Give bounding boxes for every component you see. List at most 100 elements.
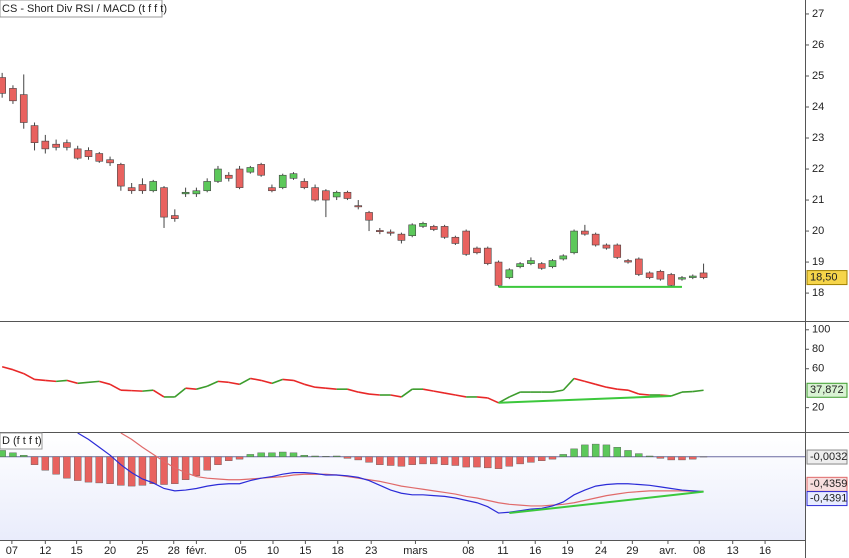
candle-body [289, 173, 298, 179]
y-tick-label: 18 [812, 287, 824, 299]
candle-body [214, 168, 222, 182]
candle-body [570, 230, 578, 254]
histogram-bar [0, 450, 6, 457]
candle-body [332, 191, 341, 198]
candle-body [322, 190, 330, 201]
histogram-bar [30, 456, 39, 465]
candle-body [559, 255, 568, 260]
histogram-bar [440, 456, 449, 465]
histogram-bar [462, 456, 470, 468]
candle-body [505, 269, 514, 278]
candle-body [0, 77, 6, 94]
rsi-segment [509, 391, 521, 398]
histogram-bar [581, 444, 589, 457]
rsi-segment [390, 394, 402, 398]
histogram-bar [635, 453, 643, 457]
rsi-segment [315, 386, 326, 389]
candle-body [494, 261, 503, 286]
histogram-bar [279, 451, 287, 457]
candle-body [30, 125, 39, 143]
rsi-segment [282, 378, 294, 382]
rsi-segment [142, 389, 154, 392]
rsi-segment [34, 378, 46, 382]
x-tick-label: 23 [365, 545, 377, 557]
histogram-bar [192, 456, 201, 476]
rsi-segment [358, 391, 370, 395]
histogram-bar [689, 456, 697, 460]
x-tick-label: 24 [595, 545, 607, 557]
rsi-segment [23, 372, 35, 381]
histogram-bar [225, 456, 233, 461]
histogram-bar [84, 456, 93, 483]
rsi-segment [325, 387, 337, 390]
rsi-segment [250, 377, 262, 382]
y-tick-label: 20 [812, 225, 824, 237]
y-tick-label: 20 [812, 402, 824, 414]
histogram-bar [235, 456, 244, 460]
histogram-bar [548, 456, 557, 460]
rsi-segment [455, 394, 467, 398]
histogram-bar [203, 456, 211, 471]
candle-body [343, 191, 352, 199]
title-box [0, 0, 163, 18]
candle-body [41, 140, 50, 150]
value-label: 37,872 [810, 384, 844, 396]
x-tick-label: 08 [693, 545, 705, 557]
candle-body [408, 224, 417, 237]
candle-body [516, 263, 524, 268]
value-label: -0,4359 [810, 478, 847, 490]
histogram-bar [20, 454, 28, 457]
rsi-segment [196, 385, 208, 390]
value-label: 18,50 [810, 271, 838, 283]
histogram-bar [591, 443, 600, 457]
candle-body [203, 181, 211, 192]
histogram-bar [354, 456, 362, 461]
candle-body [699, 272, 708, 278]
rsi-panel [1, 366, 704, 404]
rsi-segment [400, 388, 413, 398]
x-tick-label: 05 [235, 545, 247, 557]
rsi-segment [595, 383, 607, 388]
rsi-segment [1, 366, 14, 371]
candle-body [19, 94, 28, 123]
rsi-segment [99, 380, 111, 386]
histogram-bar [246, 454, 255, 457]
rsi-segment [217, 380, 229, 384]
candle-body [656, 271, 665, 280]
rsi-segment [638, 393, 650, 396]
histogram-bar [63, 456, 71, 479]
candle-body [257, 164, 265, 176]
candle-body [602, 244, 611, 249]
histogram-bar [494, 456, 503, 469]
candle-body [537, 263, 546, 269]
histogram-bar [311, 455, 319, 457]
value-label: -0,4391 [810, 492, 847, 504]
rsi-segment [56, 379, 67, 383]
x-tick-label: 29 [626, 545, 638, 557]
candle-body [73, 148, 82, 159]
x-tick-label: 11 [497, 545, 508, 557]
histogram-bar [127, 456, 136, 487]
candle-body [171, 215, 179, 219]
value-label-box [806, 449, 848, 465]
x-tick-label: 07 [6, 545, 18, 557]
candle-body [106, 159, 114, 164]
macd-title: D (f t f t) [2, 435, 42, 447]
trendline [498, 394, 672, 404]
rsi-segment [617, 388, 629, 391]
candle-body [581, 230, 589, 235]
rsi-segment [12, 368, 25, 375]
price-panel [0, 72, 708, 288]
candle-body [613, 244, 622, 258]
x-tick-label: 20 [104, 545, 116, 557]
rsi-segment [66, 379, 78, 385]
y-tick-label: 24 [812, 101, 824, 113]
candle-body [440, 226, 449, 238]
candle-body [246, 167, 255, 173]
histogram-bar [41, 456, 50, 471]
rsi-segment [433, 390, 445, 394]
x-tick-label: 28 [168, 545, 180, 557]
y-tick-label: 60 [812, 363, 824, 375]
histogram-bar [138, 456, 147, 486]
